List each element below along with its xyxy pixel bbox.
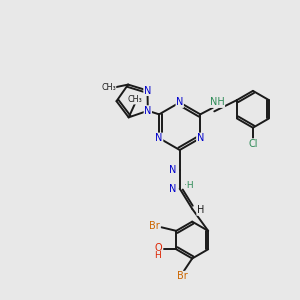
Text: CH₃: CH₃: [101, 83, 116, 92]
Text: N: N: [176, 98, 183, 107]
Text: Br: Br: [177, 271, 188, 281]
Text: O: O: [154, 243, 162, 253]
Text: N: N: [144, 85, 151, 95]
Text: N: N: [196, 133, 204, 143]
Text: N: N: [169, 184, 177, 194]
Text: N: N: [144, 106, 152, 116]
Text: NH: NH: [210, 98, 225, 107]
Text: N: N: [169, 165, 177, 175]
Text: N: N: [155, 133, 163, 143]
Text: Cl: Cl: [248, 139, 258, 149]
Text: Br: Br: [149, 221, 160, 231]
Text: H: H: [154, 251, 160, 260]
Text: CH₃: CH₃: [128, 95, 142, 104]
Text: H: H: [197, 205, 204, 215]
Text: ·H: ·H: [184, 181, 194, 190]
